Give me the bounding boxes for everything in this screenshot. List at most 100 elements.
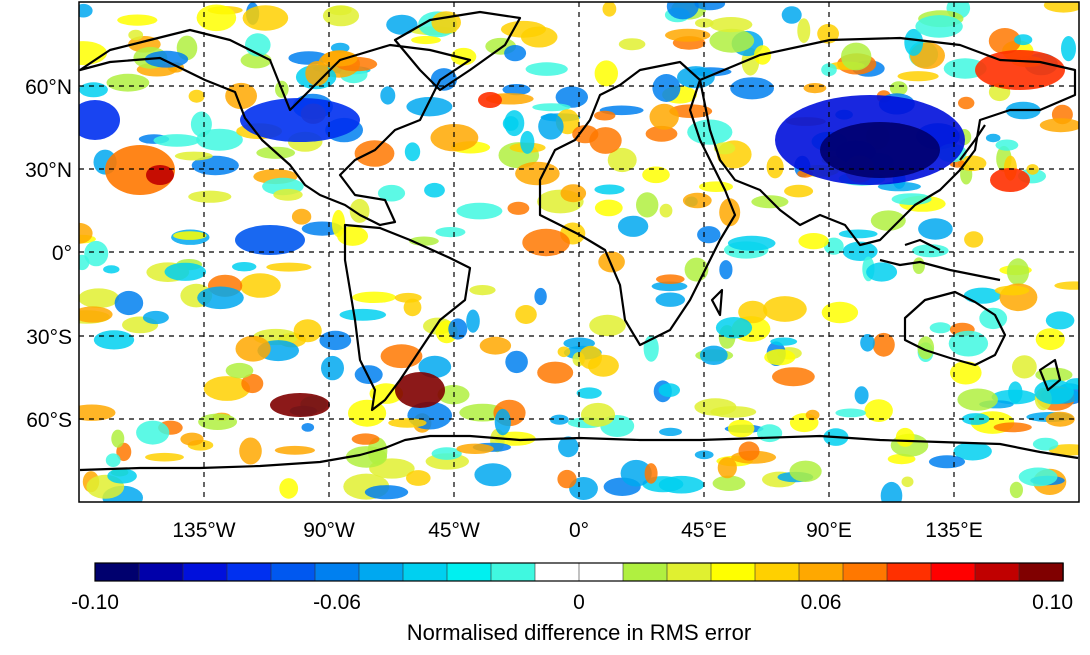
field-patch xyxy=(291,208,312,225)
field-patch xyxy=(145,452,184,462)
field-patch xyxy=(995,139,1019,151)
field-patch xyxy=(106,73,150,92)
field-patch xyxy=(411,35,441,45)
field-patch xyxy=(406,470,431,486)
field-patch xyxy=(79,288,120,308)
field-patch xyxy=(594,199,623,217)
field-patch xyxy=(84,240,109,267)
map-frame xyxy=(78,1,1080,503)
colorbar-swatch xyxy=(974,562,1020,582)
field-patch xyxy=(321,355,344,381)
field-patch xyxy=(386,14,418,35)
colorbar-tick-label: -0.06 xyxy=(313,591,361,614)
field-patch xyxy=(279,478,299,499)
y-tick-label: 30°S xyxy=(26,326,72,349)
field-patch xyxy=(388,418,427,428)
y-tick-label: 30°N xyxy=(25,159,72,182)
field-patch xyxy=(406,97,453,117)
field-patch xyxy=(128,29,144,41)
field-patch xyxy=(602,2,617,17)
field-patch xyxy=(1043,2,1079,13)
x-axis-ticks: 135°W 90°W 45°W 0° 45°E 90°E 135°E xyxy=(172,519,982,542)
field-patch xyxy=(534,287,547,306)
x-tick-label: 135°W xyxy=(172,519,235,542)
field-patch xyxy=(339,308,387,321)
field-patch xyxy=(866,262,898,282)
field-patch xyxy=(354,140,395,167)
field-feature xyxy=(395,372,445,408)
colorbar-swatch xyxy=(578,562,624,582)
field-patch xyxy=(322,5,360,27)
field-patch xyxy=(235,335,271,362)
field-patch xyxy=(789,460,822,482)
field-feature xyxy=(235,225,305,255)
field-feature xyxy=(240,98,360,142)
field-patch xyxy=(404,142,421,162)
y-tick-label: 60°N xyxy=(25,76,72,99)
field-patch xyxy=(918,218,953,240)
field-patch xyxy=(424,182,445,198)
field-patch xyxy=(889,81,908,96)
colorbar-swatch xyxy=(754,562,800,582)
field-patch xyxy=(821,301,859,324)
field-patch xyxy=(897,71,939,82)
field-patch xyxy=(985,133,1001,143)
field-patch xyxy=(354,365,383,384)
colorbar-swatch xyxy=(842,562,888,582)
field-patch xyxy=(1034,379,1074,405)
field-patch xyxy=(645,125,678,142)
field-patch xyxy=(538,113,564,140)
colorbar-swatch xyxy=(798,562,844,582)
field-patch xyxy=(958,96,975,110)
field-patch xyxy=(912,257,925,275)
field-patch xyxy=(655,292,686,307)
field-patch xyxy=(841,42,872,71)
field-patch xyxy=(823,237,844,255)
colorbar-swatch xyxy=(226,562,272,582)
field-patch xyxy=(880,481,903,502)
field-patch xyxy=(111,429,125,448)
field-patch xyxy=(435,227,466,238)
x-tick-label: 45°W xyxy=(428,519,480,542)
field-patch xyxy=(870,210,906,231)
field-patch xyxy=(330,42,350,54)
field-patch xyxy=(116,442,132,462)
field-patch xyxy=(805,409,820,421)
field-patch xyxy=(994,285,1030,296)
colorbar-swatch xyxy=(490,562,536,582)
field-patch xyxy=(709,17,753,33)
field-patch xyxy=(699,345,728,365)
colorbar-swatch xyxy=(534,562,580,582)
field-patch xyxy=(558,436,579,458)
field-patch xyxy=(239,273,281,298)
field-patch xyxy=(658,383,680,397)
field-patch xyxy=(364,485,409,500)
field-patch xyxy=(877,181,921,192)
field-patch xyxy=(173,231,207,240)
field-feature xyxy=(478,92,502,108)
field-patch xyxy=(469,285,496,296)
field-patch xyxy=(912,244,949,258)
field-patch xyxy=(105,453,121,468)
field-patch xyxy=(1061,36,1076,62)
field-patch xyxy=(456,443,494,454)
colorbar-swatch xyxy=(1018,562,1064,582)
field-patch xyxy=(191,155,239,176)
field-patch xyxy=(576,387,602,399)
field-patch xyxy=(1035,328,1065,351)
field-patch xyxy=(107,468,137,484)
colorbar: -0.10 -0.06 0 0.06 0.10 Normalised diffe… xyxy=(71,562,1073,645)
field-patch xyxy=(79,306,113,323)
field-patch xyxy=(557,346,571,358)
field-patch xyxy=(505,350,528,374)
field-patch xyxy=(872,332,895,357)
field-patch xyxy=(953,442,992,461)
field-patch xyxy=(190,111,212,137)
field-patch xyxy=(225,82,257,110)
field-patch xyxy=(993,422,1032,433)
field-patch xyxy=(79,41,107,66)
field-patch xyxy=(636,192,659,218)
field-patch xyxy=(345,446,388,468)
field-feature xyxy=(146,165,174,185)
